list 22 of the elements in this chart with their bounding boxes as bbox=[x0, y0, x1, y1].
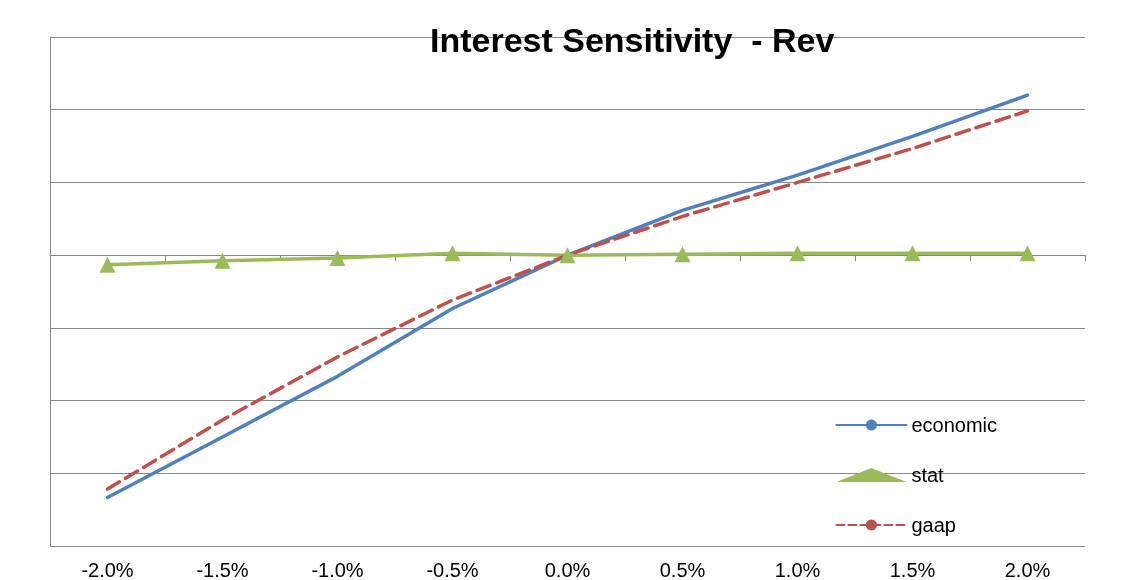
x-tick-label: 2.0% bbox=[1004, 559, 1051, 580]
point bbox=[444, 245, 461, 262]
x-tick-label: -1.0% bbox=[311, 559, 364, 580]
point bbox=[789, 245, 806, 262]
x-tick-label: 0.0% bbox=[544, 559, 591, 580]
x-tick-label: 0.5% bbox=[659, 559, 706, 580]
x-tick-label: 1.0% bbox=[774, 559, 821, 580]
point bbox=[329, 250, 346, 267]
legend-label: stat bbox=[911, 464, 945, 486]
legend-label: economic bbox=[911, 414, 998, 436]
x-tick-label: 1.5% bbox=[889, 559, 936, 580]
point bbox=[214, 252, 231, 269]
chart-title: Interest Sensitivity - Rev bbox=[430, 21, 835, 59]
x-tick-label: -1.5% bbox=[196, 559, 249, 580]
x-tick-label: -2.0% bbox=[81, 559, 134, 580]
point bbox=[99, 256, 116, 273]
point bbox=[674, 246, 691, 263]
point bbox=[904, 245, 921, 262]
point bbox=[1019, 245, 1036, 262]
legend-label: gaap bbox=[911, 514, 956, 536]
point bbox=[559, 247, 576, 264]
x-tick-label: -0.5% bbox=[426, 559, 479, 580]
